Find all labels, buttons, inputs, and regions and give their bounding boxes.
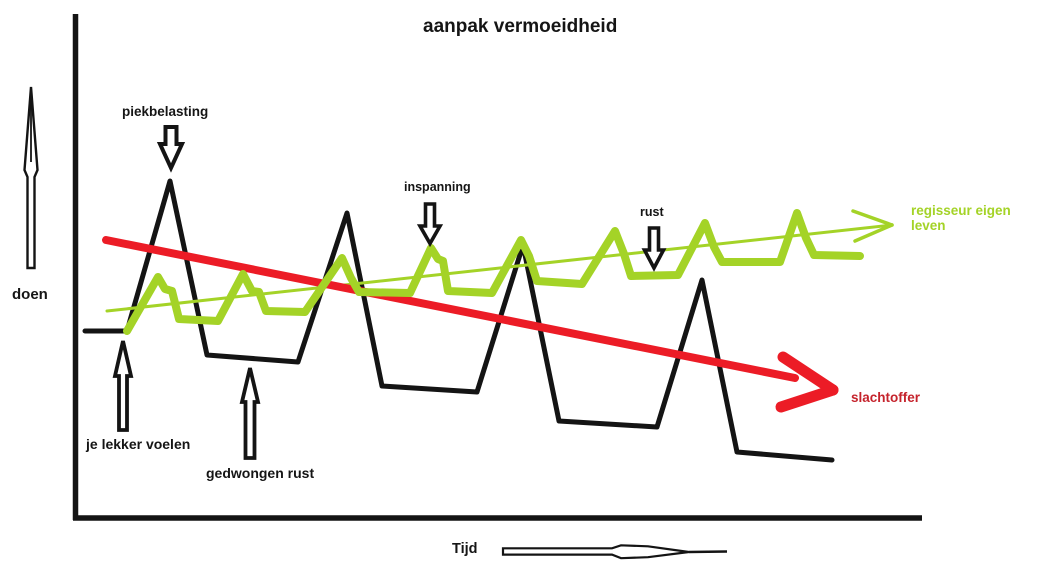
inspanning-down-arrow-icon xyxy=(416,202,444,248)
annotation-inspanning: inspanning xyxy=(404,180,471,194)
series-slachtoffer-trend xyxy=(102,236,839,413)
je-lekker-voelen-up-arrow-icon xyxy=(112,340,134,432)
gedwongen-rust-up-arrow-icon xyxy=(239,367,261,460)
annotation-je-lekker-voelen: je lekker voelen xyxy=(86,436,191,452)
piekbelasting-down-arrow-icon xyxy=(156,125,186,173)
series-regisseur-activity xyxy=(123,209,864,335)
annotation-piekbelasting: piekbelasting xyxy=(122,104,209,119)
chart-title: aanpak vermoeidheid xyxy=(423,16,618,37)
series-slachtoffer-activity xyxy=(82,178,835,463)
regisseur-line-label: regisseur eigen leven xyxy=(911,203,1011,234)
series-layer xyxy=(82,178,894,463)
annotation-gedwongen-rust: gedwongen rust xyxy=(206,465,315,481)
series-regisseur-trend xyxy=(105,209,894,313)
rust-down-arrow-icon xyxy=(641,226,667,272)
x-axis-arrow-icon xyxy=(501,544,728,560)
slachtoffer-line-label: slachtoffer xyxy=(851,390,921,405)
y-axis-label: doen xyxy=(12,286,48,303)
y-axis-arrow-icon xyxy=(23,86,39,270)
x-axis-label: Tijd xyxy=(452,541,478,557)
annotation-rust: rust xyxy=(640,205,664,219)
